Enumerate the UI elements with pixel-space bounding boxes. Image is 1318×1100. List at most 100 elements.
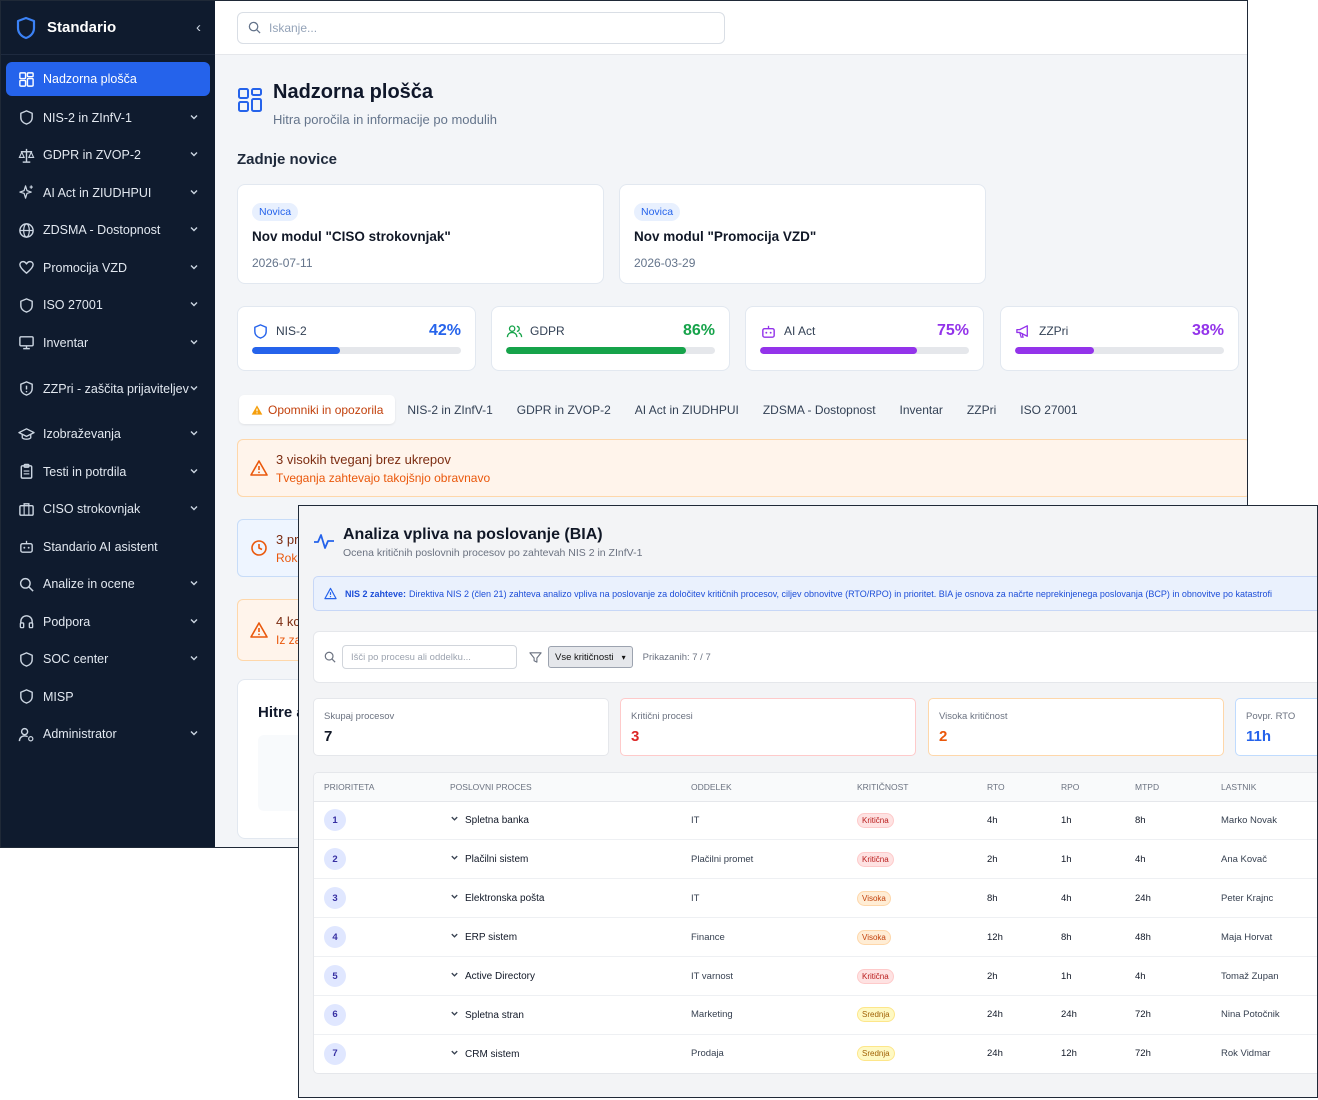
tab[interactable]: NIS-2 in ZInfV-1 (395, 395, 504, 424)
column-header[interactable]: RPO (1051, 773, 1125, 802)
department: Finance (681, 917, 847, 958)
priority-badge: 1 (324, 809, 346, 832)
tab-label: ISO 27001 (1020, 402, 1078, 417)
sidebar-item[interactable]: SOC center (6, 641, 210, 679)
sidebar-item-label: Analize in ocene (43, 577, 135, 592)
sidebar-item[interactable]: Testi in potrdila (6, 453, 210, 491)
table-row[interactable]: 1 Spletna banka IT Kritična 4h 1h 8h Marko Nova… (314, 801, 1317, 841)
alert-desc: Tveganja zahtevajo takojšnjo obravnavo (276, 470, 491, 485)
sidebar-item-label: Podpora (43, 614, 91, 629)
shown-count: Prikazanih: 7 / 7 (642, 651, 711, 663)
sidebar-item[interactable]: Nadzorna plošča (6, 62, 210, 96)
bot-icon (760, 323, 777, 340)
alert-title: 4 kc (276, 613, 300, 629)
rpo-value: 12h (1051, 1034, 1125, 1073)
search-box[interactable] (237, 11, 725, 44)
process-name: Elektronska pošta (465, 893, 545, 905)
stat-card[interactable]: ZZPri 38% (1000, 306, 1239, 371)
process-search-input[interactable]: Išči po procesu ali oddelku... (342, 645, 517, 669)
stat-card[interactable]: AI Act 75% (745, 306, 984, 371)
sidebar-item[interactable]: ZZPri - zaščita prijaviteljev (6, 362, 210, 416)
chevron-down-icon[interactable] (450, 853, 459, 865)
sidebar-item[interactable]: MISP (6, 678, 210, 716)
stat-card[interactable]: GDPR 86% (491, 306, 730, 371)
column-header[interactable]: Poslovni proces (440, 773, 681, 802)
clipboard-icon (17, 463, 35, 481)
progress-fill (760, 347, 917, 354)
collapse-sidebar-icon[interactable]: ‹ (196, 19, 201, 36)
chevron-down-icon[interactable] (450, 1009, 459, 1021)
table-row[interactable]: 7 CRM sistem Prodaja Srednja 24h 12h 72h Rok Vi… (314, 1034, 1317, 1073)
search-input[interactable] (269, 20, 689, 35)
tab[interactable]: ZZPri (955, 395, 1008, 424)
graduation-cap-icon (17, 425, 35, 443)
kpi-card: Kritični procesi 3 (620, 698, 916, 756)
sidebar-item-label: Izobraževanja (43, 427, 121, 442)
table-row[interactable]: 3 Elektronska pošta IT Visoka 8h 4h 24h Peter K… (314, 878, 1317, 919)
tab-label: Opomniki in opozorila (268, 402, 384, 417)
tab[interactable]: Opomniki in opozorila (239, 395, 396, 424)
criticality-badge: Visoka (857, 929, 891, 945)
criticality-select[interactable]: Vse kritičnosti ▾ (548, 646, 633, 668)
table-row[interactable]: 5 Active Directory IT varnost Kritična 2h 1h 4… (314, 956, 1317, 996)
tab[interactable]: ISO 27001 (1008, 395, 1089, 424)
sidebar-item[interactable]: Podpora (6, 603, 210, 641)
column-header[interactable]: Lastnik (1211, 773, 1317, 802)
chevron-down-icon[interactable] (450, 1048, 459, 1060)
chevron-down-icon[interactable] (450, 931, 459, 943)
news-card[interactable]: Novica Nov modul "CISO strokovnjak" 2026… (237, 184, 604, 284)
sidebar-item[interactable]: AI Act in ZIUDHPUI (6, 174, 210, 212)
tab-label: NIS-2 in ZInfV-1 (407, 402, 493, 417)
criticality-badge: Srednja (857, 1046, 895, 1062)
sidebar-item[interactable]: NIS-2 in ZInfV-1 (6, 99, 210, 137)
chevron-down-icon[interactable] (450, 814, 459, 826)
sidebar-item[interactable]: Promocija VZD (6, 249, 210, 287)
sidebar-item[interactable]: ISO 27001 (6, 287, 210, 325)
column-header[interactable]: Oddelek (681, 773, 847, 802)
column-header[interactable]: RTO (977, 773, 1051, 802)
column-header[interactable]: Prioriteta (314, 773, 440, 802)
chevron-down-icon (189, 261, 199, 275)
department: IT (681, 801, 847, 841)
table-row[interactable]: 2 Plačilni sistem Plačilni promet Kritična 2… (314, 839, 1317, 880)
news-card[interactable]: Novica Nov modul "Promocija VZD" 2026-03… (619, 184, 986, 284)
tab[interactable]: GDPR in ZVOP-2 (505, 395, 623, 424)
column-header[interactable]: MTPD (1125, 773, 1211, 802)
chevron-down-icon (189, 727, 199, 741)
chevron-down-icon[interactable] (450, 892, 459, 904)
sidebar-item[interactable]: Izobraževanja (6, 416, 210, 454)
headphones-icon (17, 613, 35, 631)
chevron-down-icon (189, 577, 199, 591)
sidebar-item[interactable]: Standario AI asistent (6, 528, 210, 566)
process-name: Active Directory (465, 971, 536, 982)
sidebar-item[interactable]: Inventar (6, 324, 210, 362)
department: Prodaja (681, 1034, 847, 1073)
sidebar-item[interactable]: CISO strokovnjak (6, 491, 210, 529)
progress-fill (506, 347, 686, 354)
rpo-value: 1h (1051, 839, 1125, 880)
bia-header: Analiza vpliva na poslovanje (BIA) Ocena… (313, 526, 642, 559)
tab[interactable]: Inventar (888, 395, 955, 424)
tab[interactable]: ZDSMA - Dostopnost (751, 395, 888, 424)
criticality-badge: Visoka (857, 890, 891, 906)
column-header[interactable]: Kritičnost (847, 773, 977, 802)
chevron-down-icon[interactable] (450, 970, 459, 982)
stat-card[interactable]: NIS-2 42% (237, 306, 476, 371)
table-row[interactable]: 4 ERP sistem Finance Visoka 12h 8h 48h Maja Hor… (314, 917, 1317, 958)
sidebar-item[interactable]: ZDSMA - Dostopnost (6, 212, 210, 250)
table-row[interactable]: 6 Spletna stran Marketing Srednja 24h 24h 72h N… (314, 995, 1317, 1035)
heart-icon (17, 259, 35, 277)
warning-triangle-icon (251, 404, 263, 416)
sidebar-item[interactable]: GDPR in ZVOP-2 (6, 137, 210, 175)
progress-bar (252, 347, 461, 354)
tab[interactable]: AI Act in ZIUDHPUI (623, 395, 751, 424)
sidebar-item-label: ISO 27001 (43, 298, 103, 313)
sidebar-item[interactable]: Administrator (6, 716, 210, 754)
sidebar-item[interactable]: Analize in ocene (6, 566, 210, 604)
priority-badge: 4 (324, 926, 346, 949)
tab-label: GDPR in ZVOP-2 (516, 402, 611, 417)
kpi-card: Povpr. RTO 11h (1235, 698, 1317, 756)
priority-badge: 2 (324, 848, 346, 871)
sidebar-item-label: ZDSMA - Dostopnost (43, 223, 161, 238)
alert-high-risks[interactable]: 3 visokih tveganj brez ukrepov Tveganja … (237, 439, 1247, 497)
